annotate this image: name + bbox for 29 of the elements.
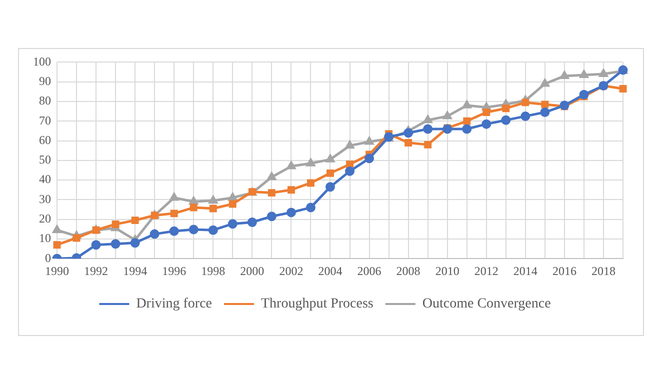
x-tick-label: 1990 xyxy=(45,264,69,278)
legend-label: Driving force xyxy=(136,296,212,312)
legend-label: Outcome Convergence xyxy=(422,296,551,312)
y-tick-label: 70 xyxy=(39,113,51,128)
y-tick-label: 40 xyxy=(39,172,51,186)
y-tick-label: 90 xyxy=(39,74,51,88)
y-tick-label: 20 xyxy=(39,211,51,226)
y-tick-label: 10 xyxy=(39,231,51,246)
y-tick-label: 80 xyxy=(39,94,51,108)
x-tick-label: 2004 xyxy=(318,264,342,278)
x-tick-label: 1996 xyxy=(162,264,186,278)
y-tick-label: 60 xyxy=(39,132,51,147)
x-tick-label: 2014 xyxy=(513,264,538,278)
x-tick-label: 2006 xyxy=(357,264,382,278)
x-tick-label: 2012 xyxy=(474,264,498,278)
x-tick-label: 1992 xyxy=(84,264,108,278)
x-tick-label: 2016 xyxy=(552,264,576,278)
x-tick-label: 2002 xyxy=(279,264,304,278)
y-tick-label: 30 xyxy=(39,192,51,206)
x-tick-label: 1998 xyxy=(201,264,226,278)
legend-label: Throughput Process xyxy=(261,296,374,312)
x-tick-label: 2010 xyxy=(435,264,460,278)
y-tick-label: 100 xyxy=(33,54,51,68)
x-tick-label: 2000 xyxy=(240,264,264,278)
y-tick-label: 0 xyxy=(45,250,51,265)
x-tick-label: 2018 xyxy=(591,264,616,278)
x-tick-label: 2008 xyxy=(396,264,420,278)
x-tick-label: 1994 xyxy=(123,264,148,278)
y-tick-label: 50 xyxy=(39,152,51,167)
